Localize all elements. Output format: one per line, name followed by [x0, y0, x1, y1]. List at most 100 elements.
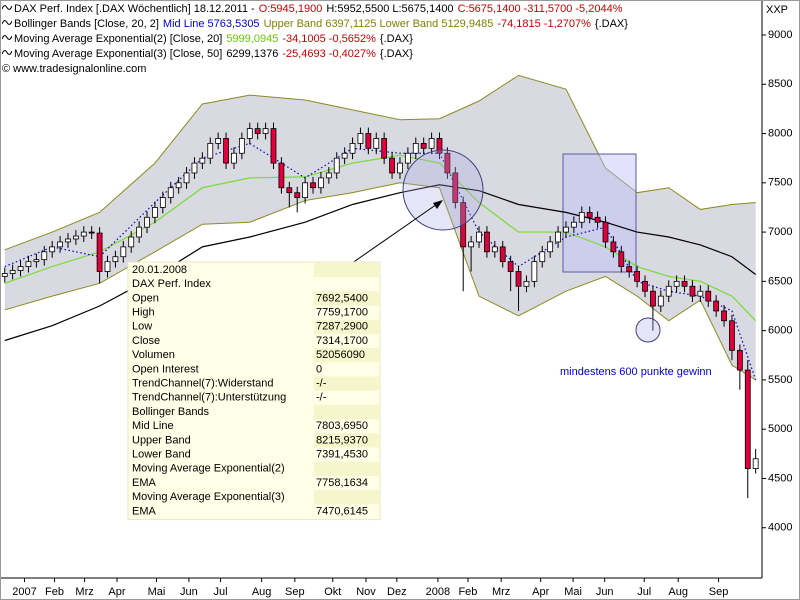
candle-body: [17, 266, 24, 271]
highlight-circle: [402, 149, 484, 231]
candle-body: [57, 241, 63, 248]
candle-body: [397, 162, 403, 174]
candle-body: [349, 142, 356, 154]
tooltip-value: -/-: [316, 392, 327, 404]
y-tick-label: 5500: [768, 374, 792, 386]
candle-body: [444, 152, 451, 174]
x-tick-label: Mai: [148, 586, 166, 598]
candle-body: [1, 273, 8, 277]
candle-body: [80, 231, 87, 237]
candle-body: [9, 270, 16, 274]
header-text: 6299,1376: [226, 48, 279, 60]
candle-body: [238, 138, 245, 154]
candle-body: [199, 157, 206, 164]
x-tick-label: Jul: [214, 586, 228, 598]
header-text: H:5952,5500 L:5675,1400: [326, 3, 454, 15]
x-tick-label: Okt: [324, 586, 341, 598]
band-layer: [4, 74, 756, 381]
tooltip-key: Open: [132, 292, 159, 304]
header-text: 5999,0945: [226, 33, 279, 45]
header-text: DAX Perf. Index [.DAX Wöchentlich] 18.12…: [14, 3, 255, 15]
candle-body: [389, 157, 395, 174]
tooltip-key: High: [132, 307, 155, 319]
candle-body: [665, 285, 672, 297]
candle-body: [744, 369, 751, 470]
candle-body: [673, 280, 680, 287]
candle-body: [136, 226, 143, 238]
candle-body: [207, 142, 214, 159]
candle-body: [452, 172, 459, 203]
tooltip-value: 7692,5400: [316, 292, 368, 304]
tooltip-value: 52056090: [316, 349, 365, 361]
tooltip-value: 7470,6145: [316, 505, 368, 517]
candle-body: [499, 246, 506, 263]
header-text: -34,1005 -0,5652%: [282, 33, 376, 45]
candle-body: [167, 187, 174, 198]
x-tick-label: Feb: [45, 586, 64, 598]
candle-body: [752, 458, 759, 470]
header-text: {.DAX}: [379, 33, 413, 45]
x-tick-label: Mrz: [492, 586, 510, 598]
candle-body: [310, 182, 316, 189]
candle-body: [65, 238, 71, 243]
tooltip-value: 7758,1634: [316, 477, 368, 489]
candle-body: [697, 290, 704, 297]
tooltip-key: Moving Average Exponential(3): [132, 491, 285, 503]
tooltip-key: Bollinger Bands: [132, 406, 210, 418]
x-tick-label: Sep: [285, 586, 305, 598]
y-axis-label: XXP: [766, 4, 788, 16]
tooltip-value: -/-: [316, 378, 327, 390]
tooltip-key: 20.01.2008: [132, 264, 187, 276]
candle-body: [33, 259, 40, 263]
annotation: mindestens 600 punkte gewinn: [560, 366, 712, 378]
tooltip-value: 7391,4530: [316, 449, 368, 461]
arrow: [344, 201, 441, 269]
legend-header: DAX Perf. Index [.DAX Wöchentlich] 18.12…: [1, 2, 632, 77]
candle-body: [657, 295, 664, 307]
candle-body: [484, 231, 490, 253]
candle-body: [72, 235, 79, 240]
icon-path: [1, 35, 13, 40]
tooltip-value: 7314,1700: [316, 335, 368, 347]
y-tick-label: 5000: [768, 423, 792, 435]
tooltip-key: Volumen: [132, 349, 175, 361]
candle-body: [333, 157, 340, 174]
copyright: © www.tradesignalonline.com: [2, 63, 147, 75]
candle-body: [152, 207, 158, 218]
candle-body: [436, 138, 443, 154]
header-line: Bollinger Bands [Close, 20, 2] Mid Line 5…: [1, 17, 632, 32]
candle-body: [547, 241, 554, 253]
candle-body: [594, 216, 601, 223]
candle-body: [736, 349, 743, 371]
header-text: {.DAX}: [594, 18, 628, 30]
candle-body: [531, 261, 538, 282]
header-text: Upper Band 6397,1125 Lower Band 5129,948…: [263, 18, 494, 30]
x-tick-label: Apr: [532, 586, 549, 598]
x-tick-label: Mrz: [75, 586, 93, 598]
header-text: O:5945,1900: [258, 3, 323, 15]
y-tick-label: 6000: [768, 325, 792, 337]
x-tick-label: Apr: [108, 586, 125, 598]
header-text: Bollinger Bands [Close, 20, 2]: [14, 18, 159, 30]
x-tick-label: Feb: [458, 586, 477, 598]
icon-path: [1, 5, 13, 10]
candle-body: [404, 152, 411, 164]
icon-path: [1, 20, 13, 25]
tooltip-row-bg: [314, 291, 380, 306]
series-icon: [1, 50, 13, 55]
candle-body: [428, 138, 435, 149]
y-tick-label: 7500: [768, 177, 792, 189]
candle-body: [713, 300, 720, 312]
candle-body: [254, 128, 261, 134]
tooltip-row-bg: [314, 319, 380, 334]
candle-body: [618, 251, 625, 267]
candle-body: [191, 162, 198, 174]
candle-body: [610, 241, 617, 253]
highlight-circle: [635, 317, 661, 343]
x-tick-label: Nov: [356, 586, 376, 598]
tooltip-key: Upper Band: [132, 434, 191, 446]
band-line: [4, 182, 756, 381]
candle-body: [159, 197, 166, 208]
candle-body: [294, 192, 301, 198]
tooltip-key: EMA: [132, 477, 157, 489]
